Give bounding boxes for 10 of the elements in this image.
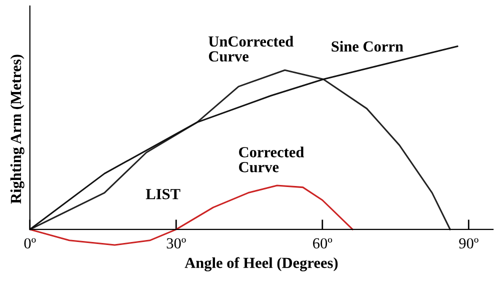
y-axis-title: Righting Arm (Metres) xyxy=(10,54,24,204)
x-tick-label: 30º xyxy=(166,238,186,249)
annotation: LIST xyxy=(146,188,180,200)
x-tick-label: 90º xyxy=(459,238,478,249)
annotation: Sine Corrn xyxy=(332,40,404,52)
annotation: UnCorrected Curve xyxy=(208,36,294,62)
annotation: Corrected Curve xyxy=(239,146,304,172)
x-tick-label: 0º xyxy=(24,238,36,249)
x-tick-label: 60º xyxy=(313,238,332,249)
x-axis-title: Angle of Heel (Degrees) xyxy=(184,257,338,272)
